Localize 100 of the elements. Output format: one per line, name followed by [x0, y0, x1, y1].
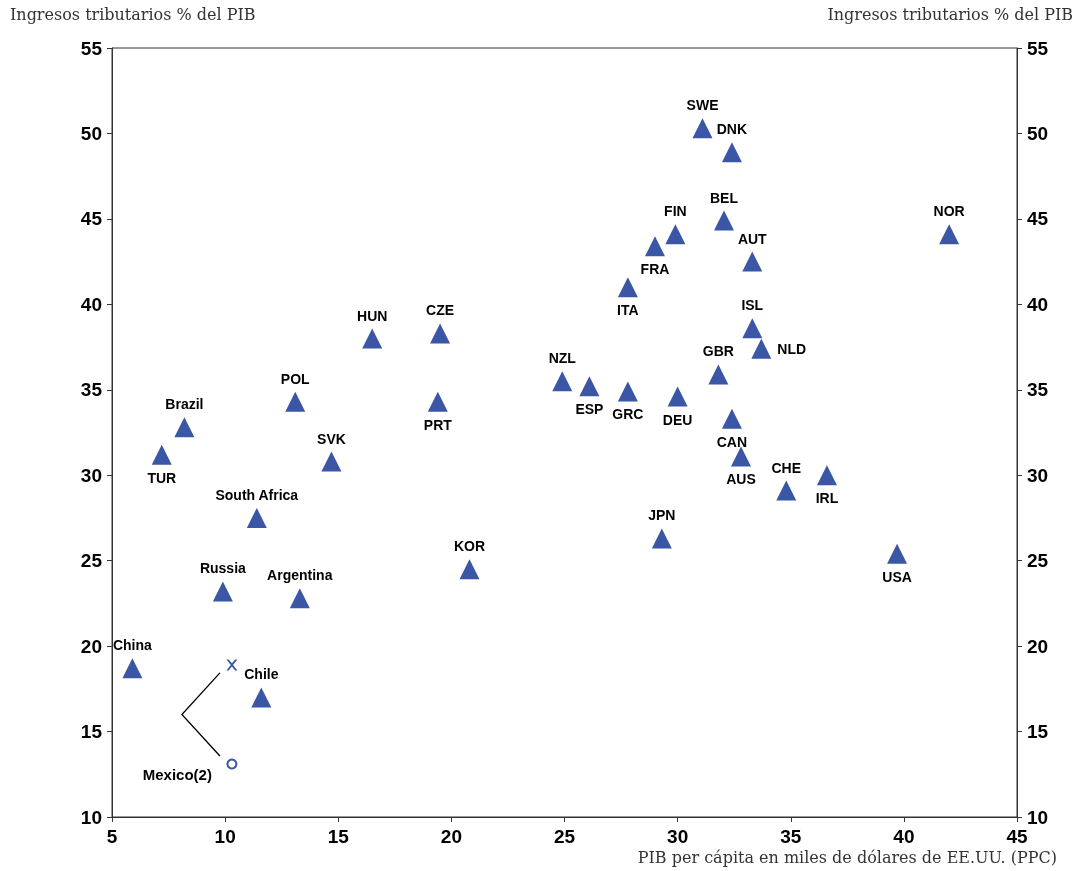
y-tick-label: 40 — [80, 293, 102, 315]
point — [251, 687, 272, 708]
data-label: HUN — [357, 307, 388, 324]
data-label: Chile — [244, 666, 279, 683]
data-label: USA — [882, 568, 912, 585]
data-label: FRA — [640, 261, 670, 278]
point — [714, 210, 735, 231]
point — [552, 371, 573, 392]
data-label: KOR — [453, 538, 486, 555]
point — [579, 376, 600, 397]
data-label: ESP — [575, 401, 604, 418]
data-label: AUT — [737, 230, 768, 247]
data-label: CAN — [716, 433, 748, 450]
x-tick-label: 10 — [214, 826, 236, 847]
point — [708, 364, 729, 385]
data-label: SVK — [317, 430, 346, 447]
y-tick-label: 25 — [80, 550, 103, 572]
point — [751, 338, 772, 359]
data-label: GBR — [702, 343, 734, 360]
data-label: ISL — [741, 297, 764, 314]
point — [816, 465, 837, 486]
data-label: FIN — [664, 203, 687, 220]
data-label: ITA — [617, 302, 639, 319]
point — [776, 480, 797, 501]
annotation: Mexico(2) — [142, 765, 212, 783]
data-label: NLD — [777, 340, 807, 357]
point — [617, 277, 638, 298]
point — [887, 543, 908, 564]
y2-axis-title: Ingresos tributarios % del PIB — [827, 4, 1073, 24]
point — [151, 444, 172, 465]
point — [321, 451, 342, 472]
y-axis-title: Ingresos tributarios % del PIB — [10, 4, 256, 24]
x-tick-label: 45 — [1006, 826, 1028, 847]
point — [617, 381, 638, 402]
x-tick-label: 40 — [893, 826, 915, 847]
data-label: AUS — [726, 471, 756, 488]
y-tick-label: 35 — [80, 379, 103, 401]
point — [742, 251, 763, 272]
data-label: PRT — [423, 416, 453, 433]
x-tick-label: 35 — [780, 826, 802, 847]
data-label: IRL — [815, 490, 839, 507]
y2-tick-label: 10 — [1027, 806, 1049, 828]
y2-tick-label: 25 — [1027, 550, 1049, 572]
data-label: JPN — [648, 507, 676, 524]
y-tick-label: 30 — [80, 464, 102, 486]
y2-tick-label: 45 — [1027, 208, 1049, 230]
data-label: Argentina — [267, 567, 333, 584]
y2-tick-label: 55 — [1027, 37, 1049, 59]
point — [651, 528, 672, 549]
point — [721, 142, 742, 163]
data-label: SWE — [686, 97, 719, 114]
data-label: NOR — [933, 203, 965, 220]
data-label: China — [112, 637, 153, 654]
point — [459, 559, 480, 580]
data-label: NZL — [548, 350, 577, 367]
point — [939, 224, 960, 245]
y2-tick-label: 20 — [1027, 635, 1049, 657]
y-tick-label: 50 — [80, 122, 102, 144]
y-tick-label: 20 — [80, 635, 102, 657]
point — [362, 328, 383, 349]
x-tick-label: 30 — [667, 826, 689, 847]
data-label: POL — [280, 370, 311, 387]
point — [246, 507, 267, 528]
y2-tick-label: 15 — [1027, 721, 1049, 743]
data-label: CZE — [426, 302, 455, 319]
point — [226, 659, 238, 671]
point — [692, 118, 713, 139]
point — [430, 323, 451, 344]
y2-tick-label: 30 — [1027, 464, 1049, 486]
data-label: South Africa — [215, 486, 299, 503]
point — [721, 408, 742, 429]
point — [730, 446, 751, 467]
point — [427, 391, 448, 412]
data-label: GRC — [612, 406, 644, 423]
y2-tick-label: 35 — [1027, 379, 1049, 401]
data-label: CHE — [771, 459, 802, 476]
point — [289, 588, 310, 609]
y-tick-label: 55 — [80, 37, 103, 59]
y-tick-label: 10 — [80, 806, 102, 828]
data-label: DEU — [662, 411, 693, 428]
y2-tick-label: 40 — [1027, 293, 1049, 315]
data-label: Brazil — [165, 396, 204, 413]
y-tick-label: 15 — [80, 721, 103, 743]
point — [212, 581, 233, 602]
x-axis-title: PIB per cápita en miles de dólares de EE.UU. (PPC) — [637, 847, 1057, 867]
y2-tick-label: 50 — [1027, 122, 1049, 144]
point — [665, 224, 686, 245]
x-tick-label: 20 — [440, 826, 462, 847]
point — [226, 758, 238, 770]
data-label: DNK — [716, 121, 748, 138]
point — [645, 236, 665, 257]
point — [667, 386, 688, 407]
x-tick-label: 5 — [106, 826, 118, 847]
point — [174, 417, 195, 438]
point — [742, 318, 763, 339]
y-tick-label: 45 — [80, 208, 103, 230]
data-label: BEL — [710, 189, 739, 206]
data-label: TUR — [147, 469, 177, 486]
data-label: Russia — [199, 560, 247, 577]
point — [122, 658, 143, 679]
